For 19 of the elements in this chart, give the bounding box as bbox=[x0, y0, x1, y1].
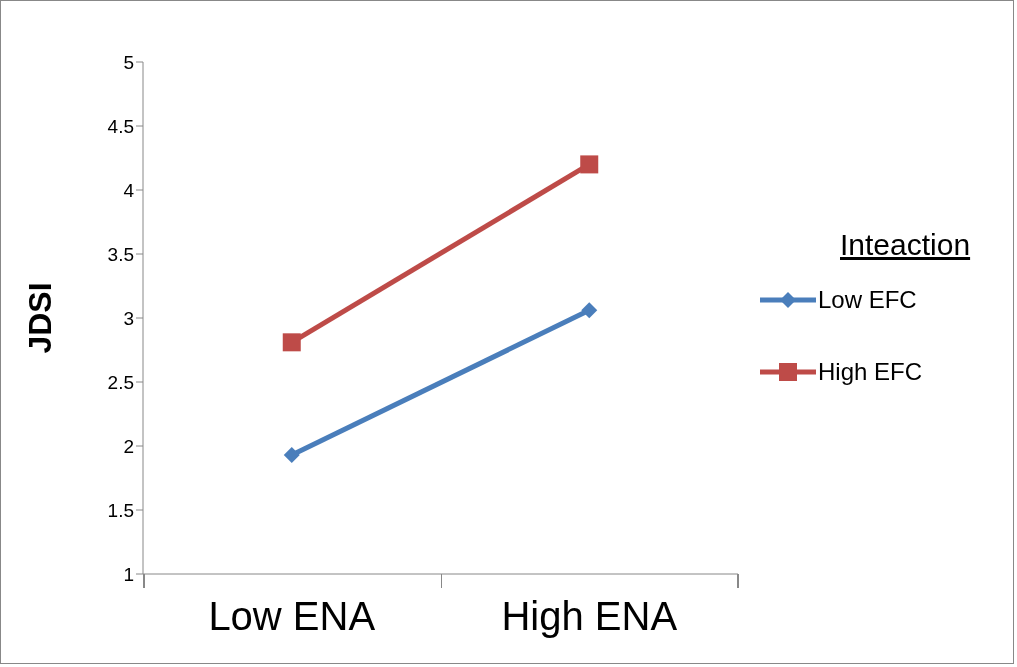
y-tick-label: 1 bbox=[123, 563, 134, 585]
legend-title: Inteaction bbox=[840, 228, 971, 262]
legend-label: High EFC bbox=[818, 358, 923, 386]
y-tick-label: 3.5 bbox=[107, 243, 134, 265]
point bbox=[580, 155, 599, 174]
y-tick-label: 5 bbox=[123, 51, 134, 73]
y-tick-label: 2.5 bbox=[107, 371, 134, 393]
y-axis-title: JDSI bbox=[22, 282, 59, 354]
legend-label: Low EFC bbox=[818, 286, 917, 314]
x-tick-label: High ENA bbox=[501, 594, 678, 639]
y-tick-label: 3 bbox=[123, 307, 134, 329]
y-tick-label: 2 bbox=[123, 435, 134, 457]
y-tick-label: 4 bbox=[123, 179, 135, 201]
y-tick-label: 4.5 bbox=[107, 115, 134, 137]
point bbox=[282, 333, 301, 352]
y-tick-label: 1.5 bbox=[107, 499, 134, 521]
x-tick-label: Low ENA bbox=[208, 594, 376, 639]
point bbox=[283, 446, 300, 463]
point bbox=[581, 302, 598, 319]
